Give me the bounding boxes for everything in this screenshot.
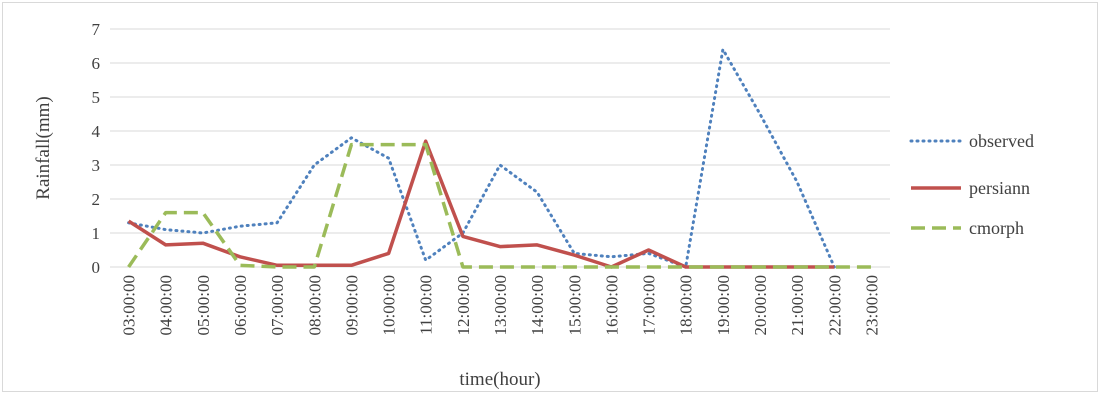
x-tick-label: 20:00:00	[751, 275, 770, 335]
series-line-persiann	[127, 139, 835, 269]
x-axis-title: time(hour)	[459, 369, 540, 390]
legend-label: observed	[969, 131, 1034, 151]
x-tick-label: 06:00:00	[231, 275, 250, 335]
legend-label: persiann	[969, 178, 1030, 198]
x-tick-label: 12:00:00	[454, 275, 473, 335]
x-tick-label: 17:00:00	[640, 275, 659, 335]
y-axis-ticks: 0 1 2 3 4 5 6 7	[92, 20, 101, 277]
x-tick-label: 23:00:00	[862, 275, 881, 335]
y-tick-label: 6	[92, 54, 101, 73]
x-tick-label: 07:00:00	[268, 275, 287, 335]
y-tick-label: 5	[92, 88, 101, 107]
x-tick-label: 21:00:00	[788, 275, 807, 335]
legend-item-cmorph: cmorph	[911, 218, 1024, 238]
legend-item-observed: observed	[909, 131, 1034, 151]
x-tick-label: 13:00:00	[491, 275, 510, 335]
y-tick-label: 4	[92, 122, 101, 141]
line-chart: 0 1 2 3 4 5 6 7 03:00:00 04:00:00 05:00:00 06:00:0…	[33, 20, 1034, 390]
y-tick-label: 0	[92, 258, 101, 277]
x-axis-ticks: 03:00:00 04:00:00 05:00:00 06:00:00 07:00:00…	[120, 275, 882, 335]
y-tick-label: 3	[92, 156, 101, 175]
x-tick-label: 08:00:00	[305, 275, 324, 335]
x-tick-label: 14:00:00	[528, 275, 547, 335]
y-axis-title: Rainfall(mm)	[33, 96, 54, 199]
x-tick-label: 15:00:00	[565, 275, 584, 335]
gridlines	[110, 28, 890, 268]
x-tick-label: 09:00:00	[342, 275, 361, 335]
series-line-cmorph	[127, 142, 872, 269]
series-line-observed	[127, 47, 836, 269]
x-tick-label: 18:00:00	[677, 275, 696, 335]
y-tick-label: 7	[92, 20, 101, 39]
x-tick-label: 19:00:00	[714, 275, 733, 335]
legend-item-persiann: persiann	[911, 178, 1030, 198]
series-lines	[127, 47, 872, 269]
x-tick-label: 03:00:00	[120, 275, 139, 335]
x-tick-label: 11:00:00	[417, 275, 436, 335]
legend: observed persiann cmorph	[909, 131, 1034, 238]
chart-area: 0 1 2 3 4 5 6 7 03:00:00 04:00:00 05:00:00 06:00:0…	[2, 2, 1098, 392]
x-tick-label: 10:00:00	[380, 275, 399, 335]
legend-label: cmorph	[969, 218, 1024, 238]
x-tick-label: 04:00:00	[157, 275, 176, 335]
x-tick-label: 16:00:00	[602, 275, 621, 335]
y-tick-label: 1	[92, 224, 101, 243]
x-tick-label: 05:00:00	[194, 275, 213, 335]
y-tick-label: 2	[92, 190, 101, 209]
x-tick-label: 22:00:00	[825, 275, 844, 335]
